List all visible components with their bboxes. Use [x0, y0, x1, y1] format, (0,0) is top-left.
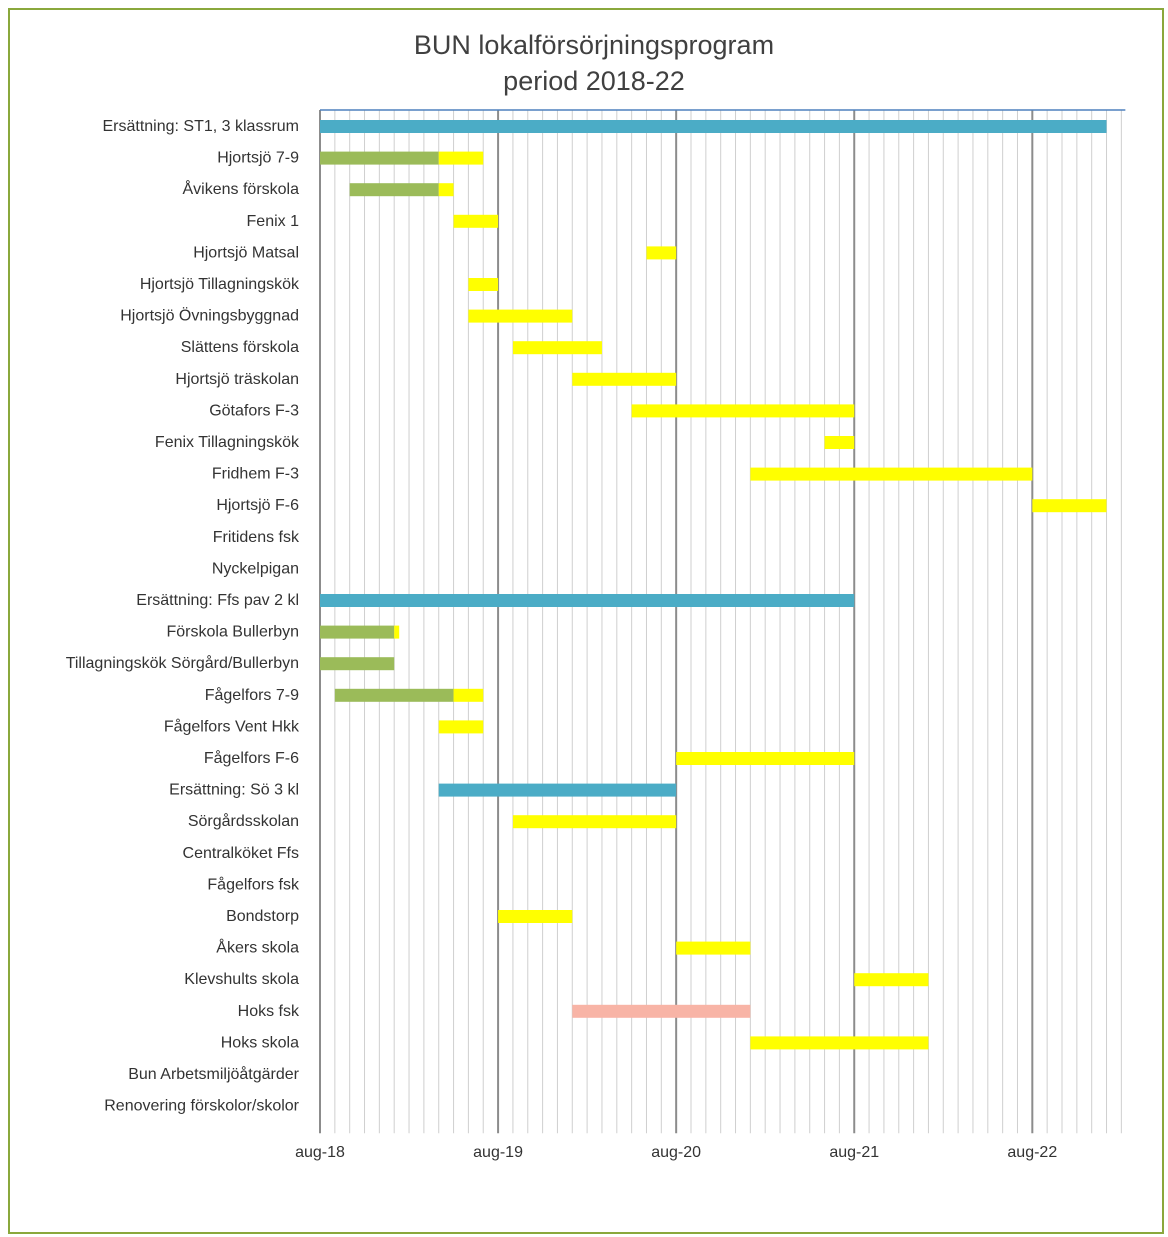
gantt-bar: [750, 1036, 929, 1050]
category-label: Förskola Bullerbyn: [167, 624, 300, 641]
gantt-bar: [468, 278, 499, 291]
gantt-bar: [646, 246, 677, 260]
category-label: Ersättning: Ffs pav 2 kl: [136, 592, 299, 609]
category-label: Fridhem F-3: [212, 466, 299, 483]
category-label: Hjortsjö 7-9: [217, 150, 299, 167]
category-label: Bondstorp: [226, 908, 299, 925]
category-label: Fågelfors fsk: [207, 875, 300, 893]
category-label: Fågelfors Vent Hkk: [164, 717, 300, 735]
gantt-bar: [1032, 499, 1107, 513]
gantt-bar: [854, 973, 929, 987]
gantt-bar: [320, 657, 395, 671]
gantt-bar: [824, 436, 855, 449]
category-label: Götafors F-3: [209, 402, 299, 419]
category-label: Åkers skola: [216, 938, 299, 957]
category-label: Hoks skola: [221, 1034, 299, 1051]
category-label: Hoks fsk: [238, 1003, 300, 1020]
gantt-bar: [453, 214, 499, 228]
category-label: Hjortsjö Övningsbyggnad: [120, 307, 299, 325]
x-axis-tick-labels: aug-18 aug-19 aug-20 aug-21 aug-22: [295, 1144, 1057, 1161]
category-label: Fågelfors F-6: [204, 749, 299, 767]
category-label: Hjortsjö träskolan: [175, 371, 299, 388]
x-tick-label: aug-21: [829, 1144, 879, 1161]
gantt-bar: [676, 941, 751, 955]
category-label: Slättens förskola: [181, 339, 299, 356]
gantt-bar: [750, 467, 1033, 481]
category-label: Bun Arbetsmiljöåtgärder: [128, 1065, 299, 1083]
category-label: Fritidens fsk: [213, 529, 300, 546]
category-label: Nyckelpigan: [212, 560, 299, 577]
gantt-bar: [676, 752, 855, 765]
category-label: Klevshults skola: [184, 971, 299, 988]
gantt-bar: [453, 688, 484, 702]
gantt-bar: [572, 372, 677, 386]
category-label: Centralköket Ffs: [183, 845, 299, 862]
category-label: Fenix 1: [247, 213, 300, 230]
gantt-bar: [572, 1004, 751, 1018]
category-label: Hjortsjö Tillagningskök: [140, 276, 300, 293]
gantt-bars: [320, 120, 1107, 1050]
gantt-bar: [320, 625, 395, 639]
category-label: Fenix Tillagningskök: [155, 434, 300, 451]
gantt-bar: [349, 183, 439, 197]
gantt-bar: [394, 625, 400, 639]
category-label: Hjortsjö F-6: [216, 497, 299, 514]
gantt-bar: [438, 783, 677, 797]
gantt-bar: [438, 151, 484, 165]
gantt-bar: [320, 594, 855, 607]
category-label: Sörgårdsskolan: [188, 812, 299, 830]
gantt-bar: [631, 404, 855, 418]
gantt-bar: [512, 815, 677, 829]
category-label: Renovering förskolor/skolor: [104, 1098, 299, 1115]
category-label: Tillagningskök Sörgård/Bullerbyn: [66, 654, 299, 672]
gantt-bar: [320, 120, 1107, 133]
gantt-bar: [334, 688, 454, 702]
category-label: Ersättning: Sö 3 kl: [169, 782, 299, 799]
chart-title-line-2: period 2018-22: [503, 66, 685, 96]
category-label: Hjortsjö Matsal: [193, 244, 299, 261]
x-tick-label: aug-20: [651, 1144, 701, 1161]
category-label: Åvikens förskola: [183, 179, 300, 198]
category-labels: Ersättning: ST1, 3 klassrum Hjortsjö 7-9 Å…: [66, 118, 300, 1115]
gantt-bar: [498, 910, 573, 923]
gantt-bar: [512, 341, 602, 355]
chart-frame: [8, 8, 1164, 1234]
gantt-bar: [468, 309, 573, 323]
chart-title-line-1: BUN lokalförsörjningsprogram: [414, 30, 774, 60]
gantt-bar: [320, 151, 439, 165]
category-label: Ersättning: ST1, 3 klassrum: [102, 118, 299, 135]
month-gridlines: [319, 109, 1126, 1134]
x-tick-label: aug-22: [1007, 1144, 1057, 1161]
x-tick-label: aug-18: [295, 1144, 345, 1161]
category-label: Fågelfors 7-9: [205, 686, 299, 704]
gantt-bar: [438, 183, 454, 197]
x-tick-label: aug-19: [473, 1144, 523, 1161]
gantt-bar: [438, 720, 484, 734]
